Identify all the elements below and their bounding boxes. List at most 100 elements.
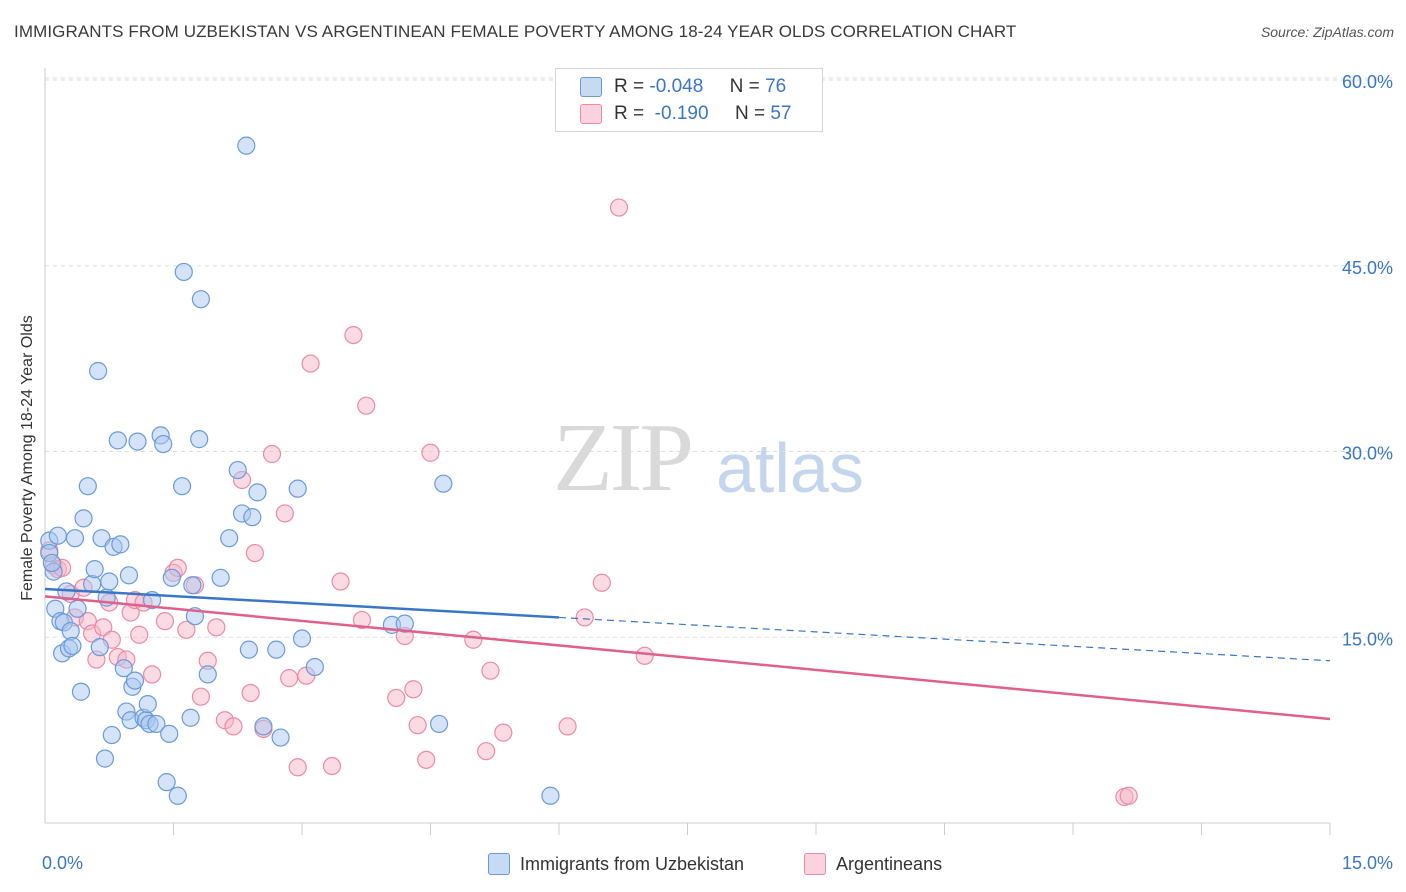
data-point-argentineans	[288, 758, 307, 777]
data-point-argentineans	[241, 683, 260, 703]
data-point-argentineans	[575, 608, 594, 627]
y-tick-label: 45.0%	[1342, 258, 1393, 278]
data-point-uzbekistan	[83, 574, 102, 594]
data-point-argentineans	[344, 325, 363, 345]
data-point-argentineans	[331, 572, 350, 591]
data-point-uzbekistan	[65, 529, 85, 548]
trendline-uzbekistan	[44, 587, 560, 619]
data-point-uzbekistan	[271, 728, 290, 747]
data-point-uzbekistan	[125, 671, 145, 690]
data-point-argentineans	[417, 750, 436, 769]
x-tick-label: 0.0%	[42, 853, 83, 873]
data-point-uzbekistan	[85, 560, 104, 579]
watermark-zip: ZIP	[553, 404, 694, 512]
data-point-argentineans	[177, 620, 196, 639]
data-point-argentineans	[635, 646, 654, 665]
data-point-uzbekistan	[211, 568, 230, 587]
data-point-uzbekistan	[147, 714, 166, 734]
data-point-argentineans	[94, 618, 113, 637]
bottom-legend-label-argentineans: Argentineans	[836, 853, 943, 874]
x-tick-label: 15.0%	[1342, 853, 1393, 873]
data-point-uzbekistan	[108, 431, 127, 450]
data-point-uzbekistan	[198, 665, 217, 684]
data-point-uzbekistan	[267, 640, 286, 659]
data-point-uzbekistan	[114, 659, 133, 678]
bottom-legend-swatch-uzbekistan	[488, 853, 510, 875]
data-point-uzbekistan	[71, 682, 91, 701]
data-point-argentineans	[280, 669, 299, 688]
data-point-argentineans	[142, 665, 162, 684]
bottom-legend-argentineans: Argentineans	[804, 852, 942, 876]
data-point-uzbekistan	[154, 434, 173, 454]
bottom-legend-label-uzbekistan: Immigrants from Uzbekistan	[520, 853, 745, 874]
data-point-uzbekistan	[429, 714, 449, 734]
data-point-uzbekistan	[292, 629, 312, 648]
data-point-uzbekistan	[239, 640, 258, 659]
data-point-uzbekistan	[181, 708, 200, 727]
legend-r-value: -0.048	[649, 76, 704, 97]
data-point-uzbekistan	[305, 657, 324, 677]
data-point-argentineans	[494, 723, 513, 742]
data-point-uzbekistan	[395, 614, 414, 633]
data-point-uzbekistan	[138, 695, 157, 714]
data-point-uzbekistan	[100, 572, 119, 591]
data-point-argentineans	[481, 661, 500, 680]
legend-r-label: R =	[614, 103, 645, 124]
data-point-argentineans	[352, 610, 372, 630]
data-point-uzbekistan	[183, 576, 202, 595]
data-point-argentineans	[477, 742, 496, 761]
data-point-uzbekistan	[168, 786, 187, 805]
data-point-argentineans	[464, 630, 483, 649]
data-point-argentineans	[387, 688, 406, 708]
data-point-uzbekistan	[162, 568, 181, 587]
trendline-uzbekistan-extension	[558, 616, 1331, 662]
legend-n-label: N =	[734, 103, 766, 124]
data-point-uzbekistan	[111, 535, 130, 554]
data-point-uzbekistan	[48, 526, 67, 545]
data-point-uzbekistan	[160, 724, 179, 743]
bottom-legend-swatch-argentineans	[804, 853, 826, 875]
data-point-uzbekistan	[95, 749, 115, 768]
data-point-uzbekistan	[90, 638, 109, 657]
data-point-uzbekistan	[89, 361, 108, 381]
data-point-uzbekistan	[157, 773, 176, 792]
watermark-atlas: atlas	[716, 429, 864, 507]
legend-n-label: N =	[729, 76, 760, 97]
data-point-uzbekistan	[63, 636, 82, 656]
data-point-argentineans	[130, 625, 149, 644]
legend-n-value: 76	[765, 76, 787, 97]
bottom-legend-uzbekistan: Immigrants from Uzbekistan	[488, 852, 744, 876]
data-point-argentineans	[404, 680, 423, 699]
data-point-uzbekistan	[237, 136, 256, 155]
source-credit: Source: ZipAtlas.com	[1260, 24, 1394, 40]
data-point-uzbekistan	[74, 509, 93, 528]
data-point-argentineans	[408, 716, 427, 735]
data-point-uzbekistan	[128, 432, 147, 451]
data-point-argentineans	[592, 573, 611, 592]
data-point-uzbekistan	[78, 477, 97, 496]
data-point-uzbekistan	[172, 477, 192, 496]
data-point-uzbekistan	[174, 262, 193, 282]
data-point-argentineans	[155, 612, 175, 631]
data-point-uzbekistan	[42, 553, 61, 573]
data-point-uzbekistan	[190, 430, 209, 449]
data-point-argentineans	[609, 198, 629, 217]
data-point-uzbekistan	[243, 508, 262, 527]
data-point-uzbekistan	[434, 474, 453, 493]
legend-r-label: R =	[614, 76, 645, 97]
data-point-uzbekistan	[541, 786, 560, 805]
y-tick-label: 30.0%	[1342, 444, 1393, 464]
correlation-legend: R = -0.048 N = 76 R = -0.190 N = 57	[555, 68, 823, 132]
data-point-argentineans	[191, 687, 211, 706]
y-tick-label: 60.0%	[1342, 72, 1393, 92]
data-point-uzbekistan	[254, 717, 273, 736]
y-tick-label: 15.0%	[1342, 629, 1393, 649]
data-point-argentineans	[558, 717, 577, 736]
data-point-argentineans	[207, 618, 226, 637]
data-point-argentineans	[262, 444, 282, 464]
data-point-argentineans	[301, 354, 320, 373]
data-point-uzbekistan	[68, 599, 87, 618]
chart-title: IMMIGRANTS FROM UZBEKISTAN VS ARGENTINEA…	[14, 22, 1017, 41]
data-point-uzbekistan	[119, 566, 139, 585]
